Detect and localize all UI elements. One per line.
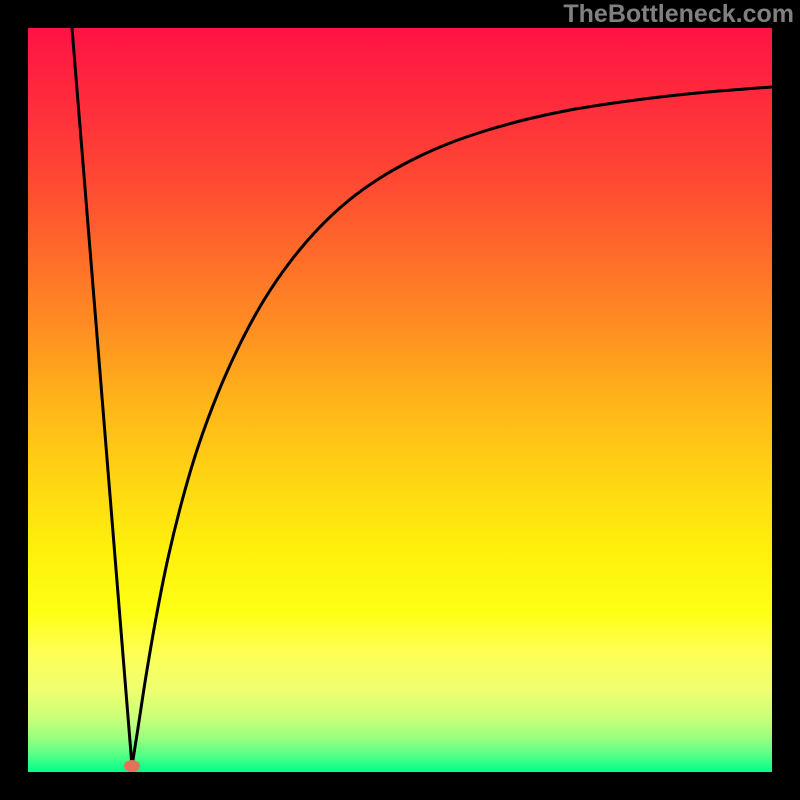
watermark-text: TheBottleneck.com bbox=[563, 0, 794, 29]
chart-container: TheBottleneck.com bbox=[0, 0, 800, 800]
frame-rect bbox=[14, 14, 786, 786]
frame-border bbox=[0, 0, 800, 800]
